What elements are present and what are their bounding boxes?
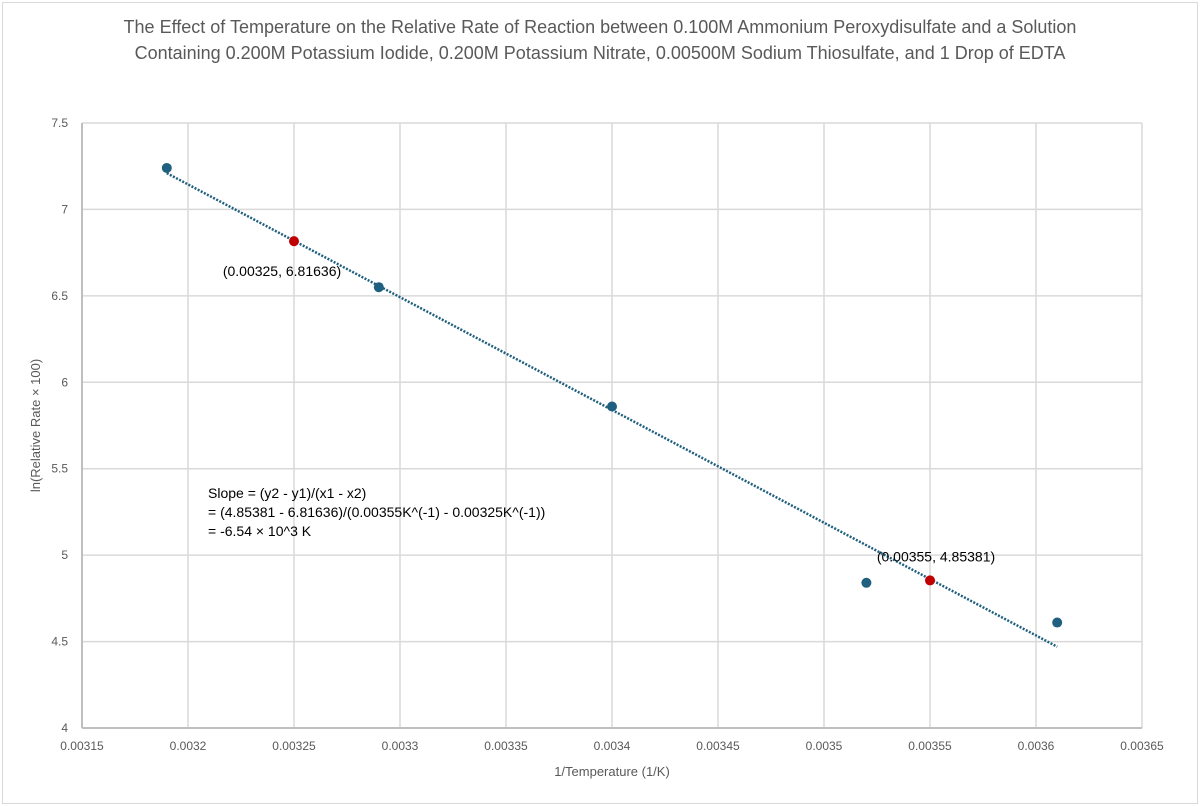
highlight-point <box>289 236 299 247</box>
data-point <box>161 162 172 173</box>
highlight-point <box>925 575 935 586</box>
slope-annotation-line: Slope = (y2 - y1)/(x1 - x2) <box>208 485 366 501</box>
x-tick-label: 0.0036 <box>1018 739 1055 753</box>
chart-title: The Effect of Temperature on the Relativ… <box>123 17 1077 63</box>
x-tick-label: 0.00355 <box>908 739 952 753</box>
x-tick-label: 0.00315 <box>60 739 104 753</box>
x-tick-label: 0.0035 <box>806 739 843 753</box>
data-point <box>861 577 872 588</box>
x-tick-label: 0.0033 <box>382 739 419 753</box>
y-tick-label: 5 <box>61 548 68 562</box>
y-tick-label: 6 <box>61 375 68 389</box>
x-tick-label: 0.0032 <box>170 739 207 753</box>
data-point <box>373 282 384 293</box>
data-point <box>607 401 617 412</box>
y-tick-label: 4 <box>61 721 68 735</box>
point-label: (0.00325, 6.81636) <box>223 263 341 279</box>
x-tick-label: 0.00365 <box>1120 739 1164 753</box>
y-tick-label: 7 <box>61 202 68 216</box>
point-label: (0.00355, 4.85381) <box>877 548 995 564</box>
y-tick-label: 5.5 <box>51 462 68 476</box>
x-tick-label: 0.00325 <box>272 739 316 753</box>
data-point <box>1052 617 1063 628</box>
x-tick-label: 0.0034 <box>594 739 631 753</box>
y-tick-label: 7.5 <box>51 116 68 130</box>
x-tick-label: 0.00345 <box>696 739 740 753</box>
y-tick-label: 6.5 <box>51 289 68 303</box>
y-axis-label: ln(Relative Rate × 100) <box>28 359 43 492</box>
y-tick-label: 4.5 <box>51 635 68 649</box>
x-tick-label: 0.00335 <box>484 739 528 753</box>
x-axis-label: 1/Temperature (1/K) <box>554 764 670 779</box>
slope-annotation-line: = (4.85381 - 6.81636)/(0.00355K^(-1) - 0… <box>208 504 545 520</box>
slope-annotation-line: = -6.54 × 10^3 K <box>208 523 312 539</box>
